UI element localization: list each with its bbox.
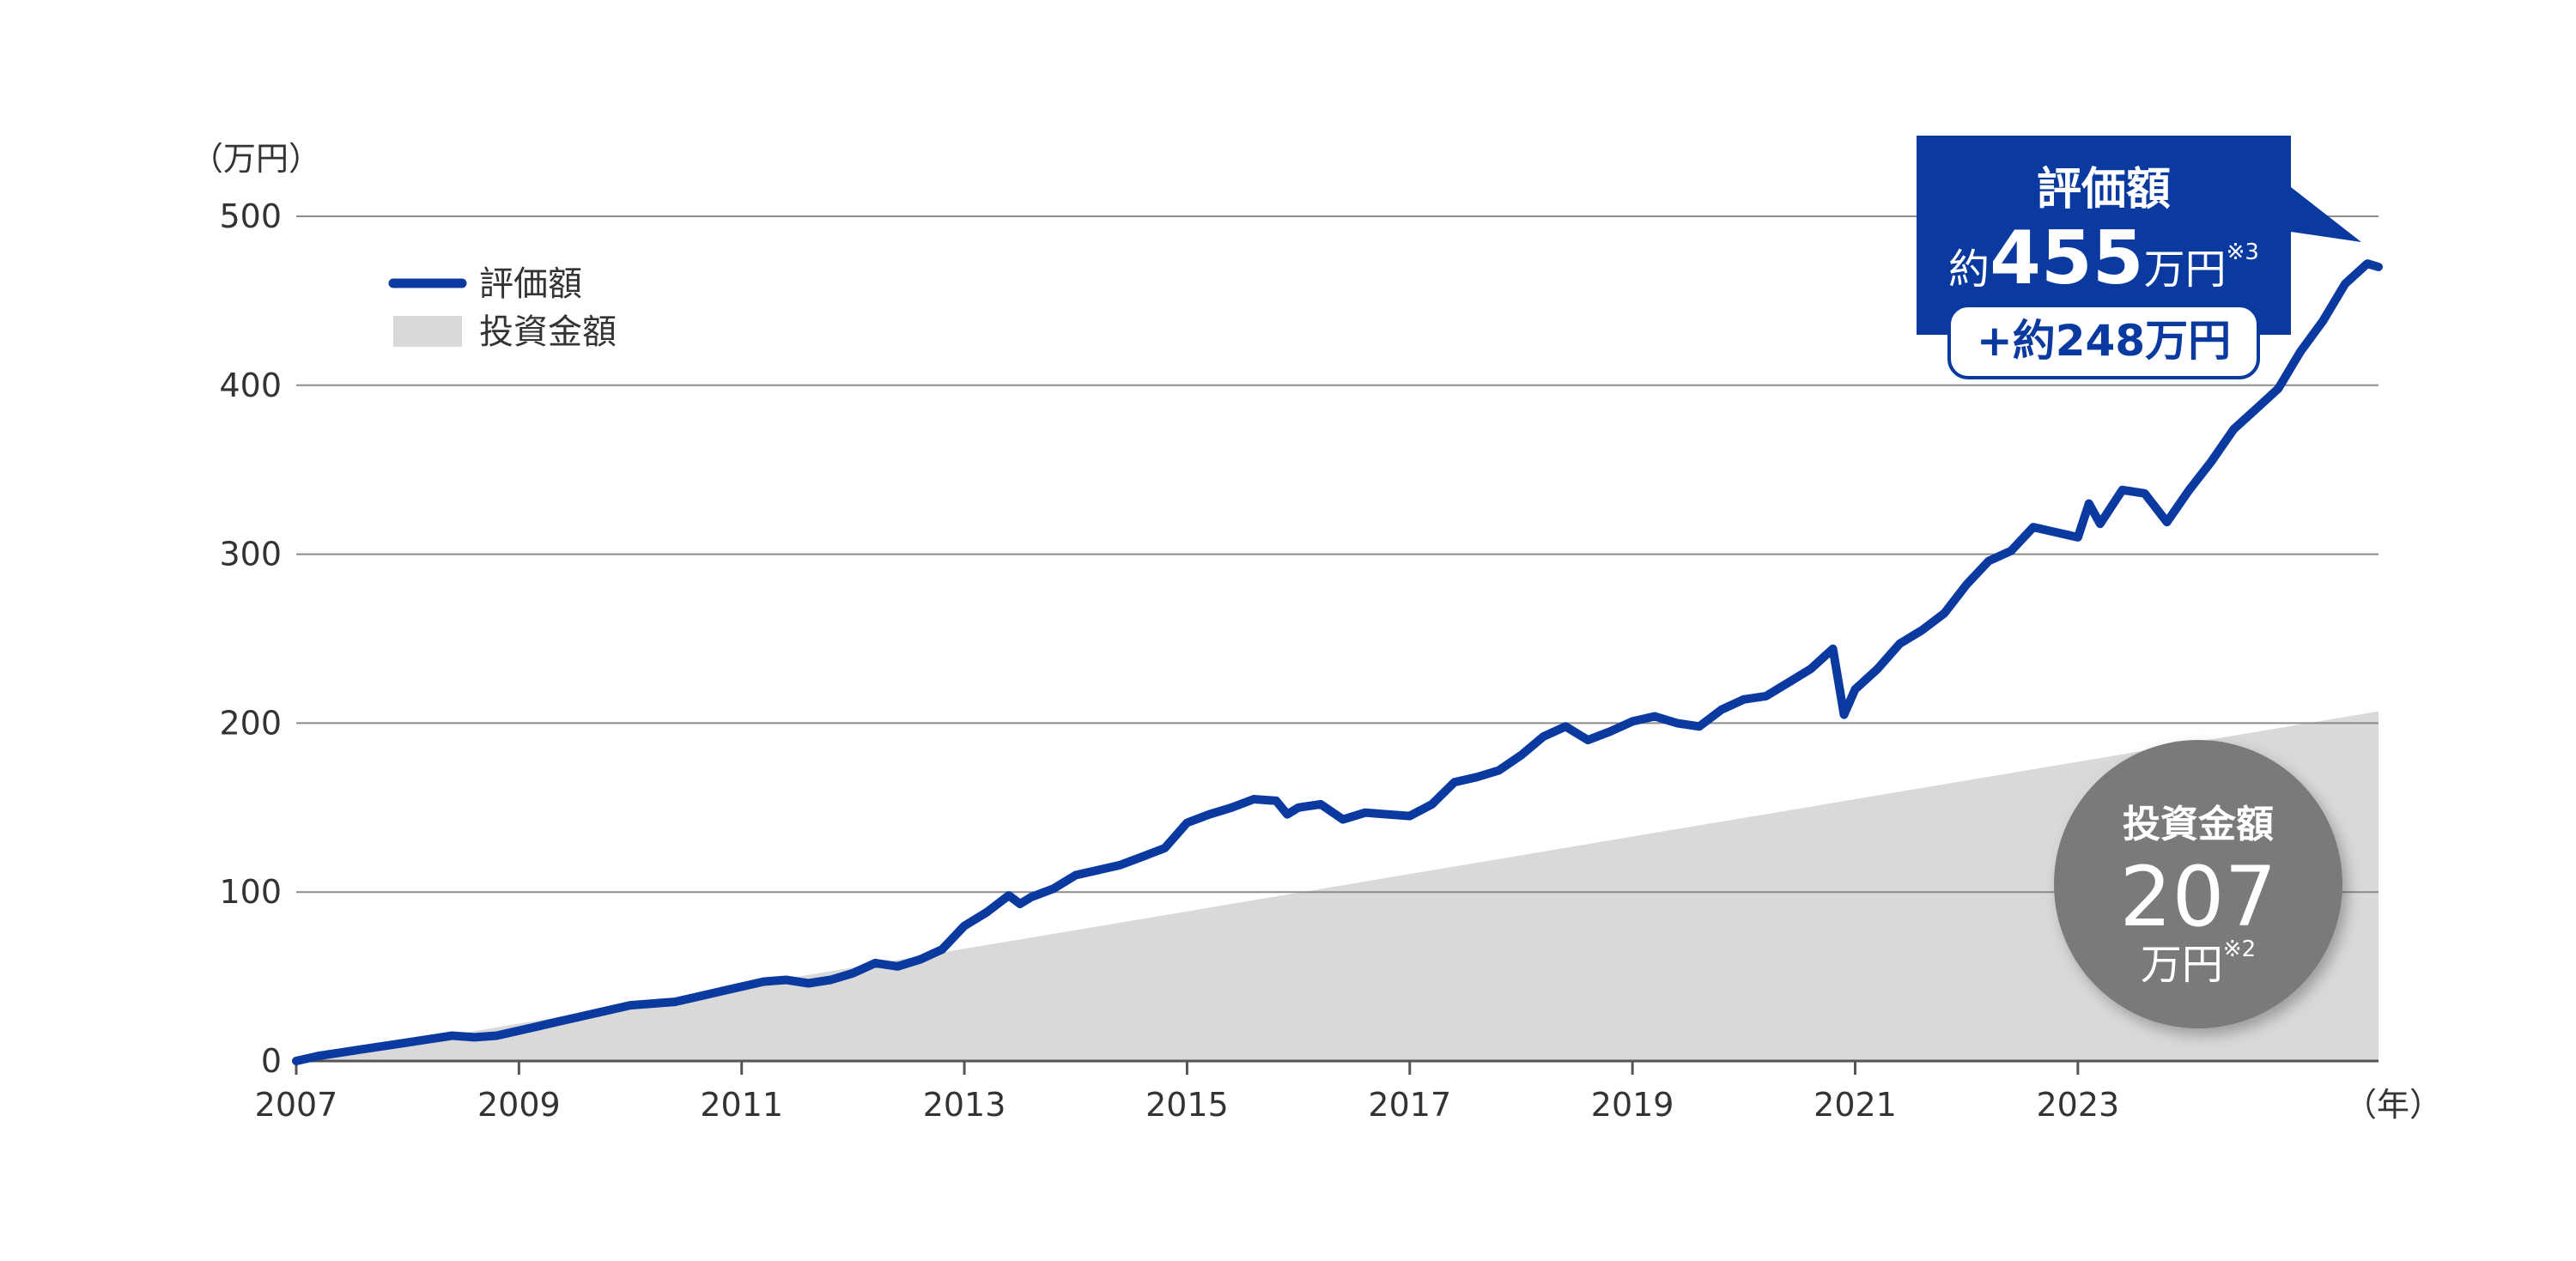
- invested-callout-unit: 万円※2: [2141, 937, 2256, 989]
- legend: 評価額 投資金額: [388, 264, 617, 352]
- x-tick-label: 2019: [1591, 1086, 1674, 1124]
- invested-circle: [2054, 740, 2342, 1028]
- y-tick-label: 500: [219, 197, 282, 235]
- y-tick-label: 200: [219, 704, 282, 742]
- value-line-layer: [292, 259, 2383, 1065]
- invested-callout-title: 投資金額: [2123, 803, 2274, 846]
- y-tick-label: 400: [219, 367, 282, 404]
- x-tick-label: 2023: [2037, 1086, 2120, 1124]
- valuation-note: ※3: [2227, 239, 2259, 265]
- invested-callout: 投資金額 207 万円※2: [2054, 740, 2342, 1028]
- valuation-unit: 万円: [2144, 246, 2227, 294]
- y-tick-label: 0: [261, 1042, 282, 1080]
- valuation-callout-amount: 約455万円※3: [1948, 215, 2259, 301]
- invested-unit: 万円: [2141, 941, 2223, 989]
- y-tick-label: 100: [219, 873, 282, 911]
- x-tick-label: 2021: [1814, 1086, 1897, 1124]
- x-tick-label: 2011: [700, 1086, 783, 1124]
- value-series-line: [292, 259, 2383, 1065]
- invested-area-layer: [296, 711, 2379, 1061]
- x-tick-label: 2017: [1368, 1086, 1451, 1124]
- invested-callout-value: 207: [2119, 849, 2276, 945]
- legend-swatch-invested: [393, 316, 462, 347]
- valuation-prefix: 約: [1948, 246, 1990, 294]
- invested-area: [296, 711, 2379, 1061]
- y-tick-label: 300: [219, 536, 282, 573]
- invested-note: ※2: [2223, 937, 2256, 962]
- legend-label-invested: 投資金額: [479, 312, 617, 352]
- gain-badge: [1947, 304, 2260, 379]
- axis-layer: 0 100 200 300 400 500 2007 2009 2011 2013 2015 2017…: [219, 197, 2379, 1124]
- x-tick-label: 2007: [255, 1086, 338, 1124]
- x-axis-unit: （年）: [2344, 1086, 2442, 1124]
- legend-label-value: 評価額: [479, 264, 582, 304]
- valuation-callout: 評価額 約455万円※3 +約248万円: [1917, 136, 2361, 379]
- gain-badge-text: +約248万円: [1977, 316, 2231, 366]
- valuation-value: 455: [1990, 215, 2144, 301]
- valuation-callout-box: [1917, 136, 2361, 335]
- x-tick-label: 2009: [477, 1086, 561, 1124]
- x-tick-label: 2013: [923, 1086, 1006, 1124]
- x-tick-label: 2015: [1145, 1086, 1229, 1124]
- valuation-callout-title: 評価額: [2037, 164, 2171, 215]
- y-axis-unit: （万円）: [191, 140, 321, 178]
